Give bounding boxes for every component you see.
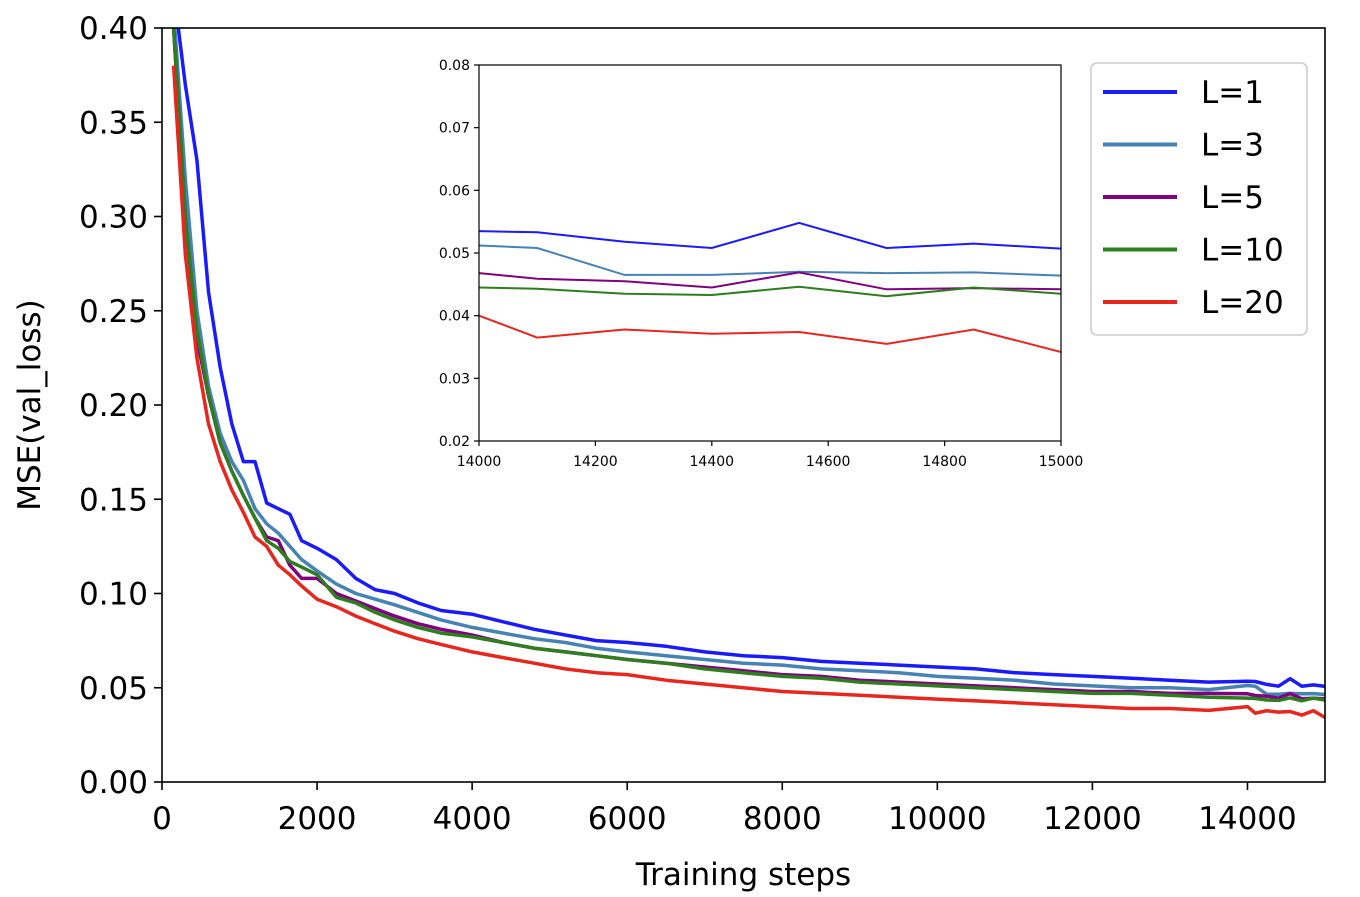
inset-y-tick-label: 0.07: [439, 121, 470, 137]
inset-y-tick-label: 0.02: [439, 434, 470, 450]
legend-label: L=3: [1201, 128, 1264, 164]
main-plot: 0 2000 4000 6000 8000 10000 12000 14000 0.00 0.05…: [79, 11, 1326, 837]
inset-y-tick-label: 0.08: [439, 58, 470, 74]
legend: L=1 L=3 L=5 L=10 L=20: [1090, 62, 1308, 336]
x-tick-label: 4000: [433, 801, 512, 837]
y-axis-label: MSE(val_loss): [12, 299, 48, 511]
inset-y-tick-label: 0.06: [439, 183, 470, 199]
series-line-l-1: [176, 28, 1325, 689]
y-tick-label: 0.20: [79, 388, 148, 424]
series-line-l-10: [171, 28, 1325, 703]
inset-x-tick-label: 14000: [457, 454, 502, 470]
main-series-group: [171, 28, 1325, 720]
legend-label: L=5: [1201, 180, 1264, 216]
x-tick-label: 10000: [888, 801, 987, 837]
legend-label: L=10: [1201, 233, 1284, 269]
inset-x-tick-label: 14600: [806, 454, 851, 470]
inset-x-tick-label: 14200: [573, 454, 618, 470]
x-tick-label: 14000: [1198, 801, 1297, 837]
y-tick-label: 0.40: [79, 11, 148, 47]
x-tick-label: 0: [152, 801, 172, 837]
inset-y-tick-label: 0.03: [439, 371, 470, 387]
x-axis-label: Training steps: [635, 857, 851, 893]
inset-y-tick-label: 0.04: [439, 309, 470, 325]
inset-background: [479, 65, 1061, 441]
legend-label: L=20: [1201, 285, 1284, 321]
legend-label: L=1: [1201, 75, 1264, 111]
inset-y-tick-label: 0.05: [439, 246, 470, 262]
y-tick-label: 0.00: [79, 765, 148, 801]
inset-series-line-l-1: [479, 221, 1061, 250]
legend-box: [1090, 62, 1308, 336]
series-line-l-20: [171, 65, 1325, 720]
inset-plot: 14000 14200 14400 14600 14800 15000 0.02 0.03 0.…: [439, 58, 1083, 470]
x-tick-label: 8000: [743, 801, 822, 837]
x-tick-label: 12000: [1043, 801, 1142, 837]
inset-series-line-l-3: [479, 244, 1061, 277]
inset-x-tick-label: 14800: [922, 454, 967, 470]
inset-series-group: [479, 221, 1061, 353]
inset-series-line-l-10: [479, 285, 1061, 298]
y-tick-label: 0.35: [79, 105, 148, 141]
inset-x-tick-label: 15000: [1039, 454, 1084, 470]
y-tick-label: 0.25: [79, 294, 148, 330]
y-tick-label: 0.15: [79, 482, 148, 518]
inset-series-line-l-20: [479, 314, 1061, 353]
x-tick-label: 2000: [278, 801, 357, 837]
y-tick-label: 0.05: [79, 671, 148, 707]
inset-x-tick-label: 14400: [690, 454, 735, 470]
series-line-l-3: [173, 28, 1325, 697]
x-tick-label: 6000: [588, 801, 667, 837]
y-tick-label: 0.30: [79, 200, 148, 236]
y-tick-label: 0.10: [79, 577, 148, 613]
